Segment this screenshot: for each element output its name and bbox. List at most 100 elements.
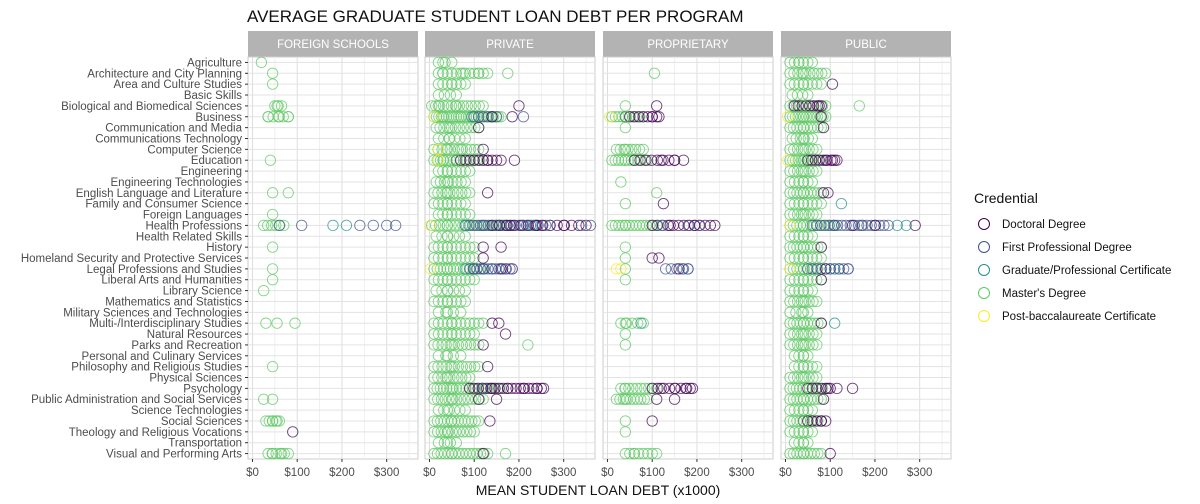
data-point-cluster: [489, 382, 501, 395]
data-point-cluster: [455, 78, 467, 90]
data-point-cluster: [266, 219, 278, 232]
data-point-cluster: [808, 317, 820, 329]
category-label: Liberal Arts and Humanities: [101, 275, 242, 287]
data-point-first-professional-degree: [584, 219, 597, 232]
data-point-master-s-degree: [266, 187, 279, 199]
data-point-post-baccalaureate-certificate: [784, 219, 796, 232]
data-point-cluster: [788, 198, 801, 210]
data-point-doctoral-degree: [668, 154, 681, 166]
data-point-cluster: [473, 360, 485, 373]
data-point-cluster: [551, 219, 563, 232]
data-point-master-s-degree: [853, 100, 865, 112]
data-point-cluster: [477, 393, 489, 405]
category-label: Engineering: [181, 166, 242, 178]
data-point-cluster: [790, 306, 802, 318]
data-point-post-baccalaureate-certificate: [432, 143, 445, 156]
data-point-cluster: [439, 426, 451, 438]
data-point-doctoral-degree: [508, 154, 521, 166]
data-point-cluster: [455, 154, 467, 166]
data-point-cluster: [445, 100, 458, 112]
data-point-master-s-degree: [797, 339, 810, 351]
data-point-doctoral-degree: [646, 111, 658, 123]
data-point-cluster: [645, 154, 658, 166]
data-point-cluster: [438, 437, 451, 449]
data-point-post-baccalaureate-certificate: [428, 111, 440, 123]
data-point-first-professional-degree: [389, 219, 402, 232]
data-point-cluster: [459, 154, 471, 166]
data-point-cluster: [802, 437, 814, 449]
data-point-cluster: [808, 187, 820, 199]
data-point-first-professional-degree: [824, 263, 836, 275]
data-point-cluster: [486, 154, 498, 166]
data-point-cluster: [440, 360, 452, 373]
data-point-cluster: [428, 198, 440, 210]
data-point-cluster: [446, 165, 458, 177]
data-point-first-professional-degree: [477, 263, 489, 275]
data-point-cluster: [616, 154, 628, 166]
data-point-master-s-degree: [619, 100, 632, 112]
data-point-cluster: [460, 371, 472, 384]
category-label: Family and Consumer Science: [85, 199, 242, 211]
data-point-cluster: [454, 404, 466, 416]
data-point-cluster: [464, 426, 477, 438]
data-point-cluster: [446, 208, 458, 221]
category-label: Personal and Culinary Services: [82, 351, 243, 363]
data-point-cluster: [453, 100, 466, 112]
data-point-cluster: [433, 219, 446, 232]
data-point-cluster: [486, 219, 498, 232]
data-point-cluster: [429, 219, 442, 232]
data-point-cluster: [807, 143, 819, 156]
data-point-cluster: [784, 230, 796, 242]
data-point-doctoral-degree: [481, 154, 494, 166]
data-point-doctoral-degree: [513, 100, 525, 112]
data-point-cluster: [450, 165, 462, 177]
data-point-cluster: [444, 187, 456, 199]
data-point-post-baccalaureate-certificate: [784, 263, 796, 275]
data-point-cluster: [522, 219, 534, 232]
data-point-cluster: [624, 447, 636, 460]
data-point-cluster: [446, 56, 458, 69]
data-point-cluster: [806, 426, 818, 438]
data-point-doctoral-degree: [655, 154, 667, 166]
data-point-cluster: [852, 219, 865, 232]
data-point-cluster: [464, 208, 476, 221]
data-point-cluster: [784, 328, 796, 340]
data-point-cluster: [465, 121, 477, 134]
data-point-cluster: [450, 328, 462, 340]
category-label: History: [206, 242, 242, 254]
data-point-master-s-degree: [797, 328, 810, 340]
data-point-doctoral-degree: [646, 415, 658, 427]
data-point-cluster: [823, 219, 835, 232]
data-point-master-s-degree: [432, 100, 445, 112]
legend-key: [978, 287, 990, 299]
data-point-cluster: [795, 111, 807, 123]
data-point-cluster: [786, 132, 798, 145]
data-point-cluster: [459, 317, 471, 329]
data-point-cluster: [457, 121, 469, 134]
data-point-cluster: [812, 67, 824, 79]
data-point-cluster: [436, 143, 448, 156]
data-point-cluster: [802, 426, 814, 438]
data-point-master-s-degree: [258, 284, 270, 297]
data-point-master-s-degree: [266, 78, 279, 90]
data-point-cluster: [810, 219, 823, 232]
data-point-cluster: [793, 274, 805, 286]
data-point-cluster: [426, 100, 438, 112]
data-point-doctoral-degree: [817, 187, 830, 199]
data-point-cluster: [437, 328, 449, 340]
data-point-post-baccalaureate-certificate: [424, 219, 437, 232]
data-point-cluster: [861, 219, 873, 232]
data-point-master-s-degree: [619, 198, 632, 210]
x-tick-label: $100: [639, 467, 665, 479]
category-label: Education: [191, 155, 242, 167]
data-point-cluster: [434, 176, 446, 188]
data-point-cluster: [788, 67, 800, 79]
data-point-master-s-degree: [266, 67, 279, 79]
data-point-cluster: [784, 426, 796, 438]
data-point-graduate-professional-certificate: [835, 198, 848, 210]
data-point-cluster: [440, 339, 452, 351]
data-point-master-s-degree: [619, 154, 632, 166]
data-point-cluster: [811, 165, 823, 177]
data-point-cluster: [444, 263, 457, 275]
data-point-cluster: [459, 208, 471, 221]
